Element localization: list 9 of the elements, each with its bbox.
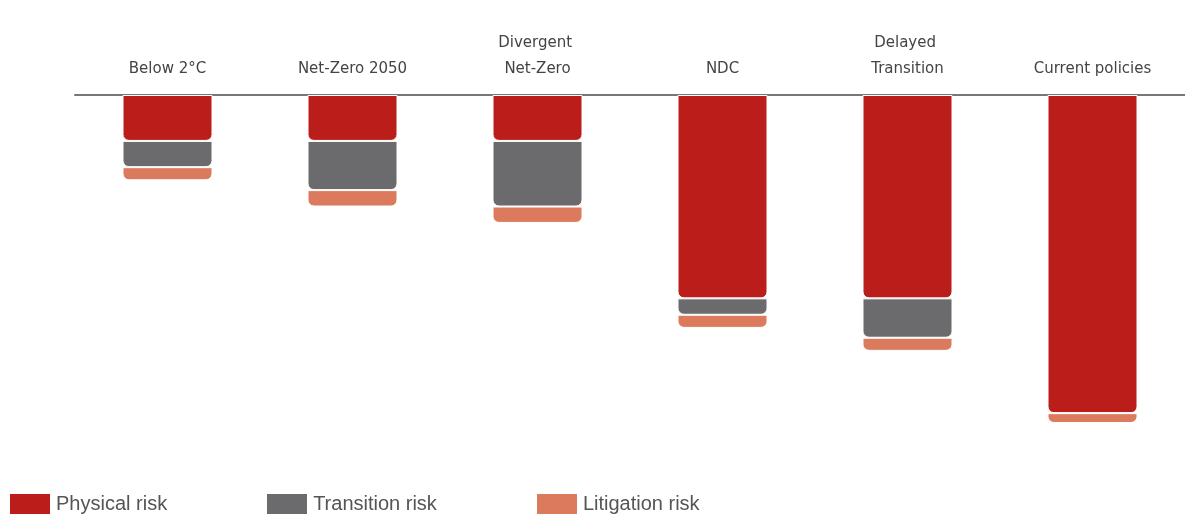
legend-label: Transition risk xyxy=(313,492,437,515)
legend-label: Physical risk xyxy=(56,492,168,515)
x-tick-label: Below 2°C xyxy=(128,59,207,77)
x-tick-label: Delayed Transition xyxy=(870,33,944,77)
x-tick-label: Divergent Net-Zero xyxy=(498,33,577,77)
x-tick-label: NDC xyxy=(705,59,740,77)
legend-label: Litigation risk xyxy=(582,492,700,515)
x-tick-label: Net-Zero 2050 xyxy=(297,59,408,77)
x-tick-label: Current policies xyxy=(1033,59,1152,77)
